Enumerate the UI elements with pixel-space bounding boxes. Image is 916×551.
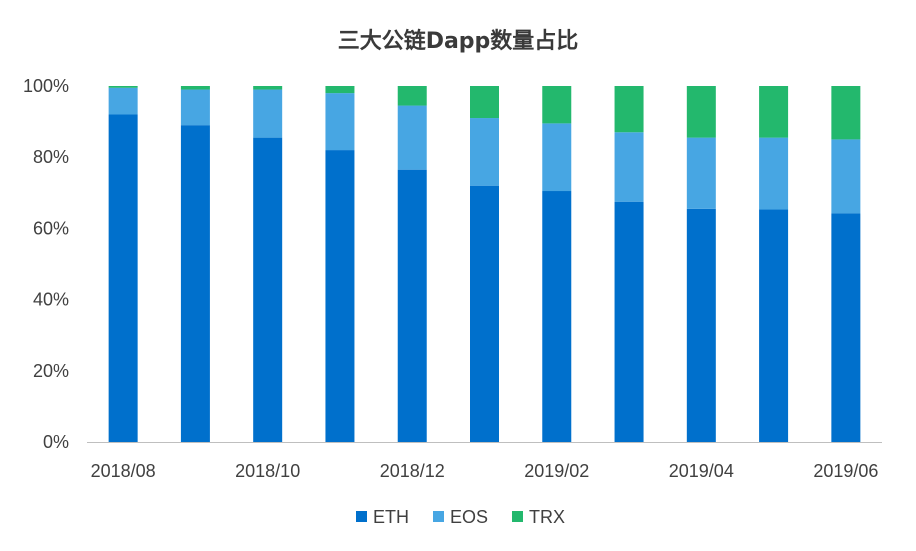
- bar-trx-2019-01: [470, 86, 499, 119]
- bar-trx-2019-05: [759, 86, 789, 138]
- bar-eth-2018-09: [180, 125, 210, 442]
- bar-eos-2018-12: [397, 105, 427, 170]
- bar-eos-2019-06: [831, 139, 861, 214]
- x-tick-label: 2019/02: [524, 461, 589, 481]
- bar-trx-2019-02: [542, 86, 572, 124]
- bar-eth-2019-04: [686, 208, 716, 442]
- legend-swatch-eth: [356, 511, 367, 522]
- x-tick-label: 2018/08: [91, 461, 156, 481]
- bar-trx-2019-04: [686, 86, 716, 138]
- chart-title: 三大公链Dapp数量占比: [338, 28, 579, 54]
- bar-eth-2019-01: [470, 185, 499, 442]
- x-tick-label: 2018/12: [380, 461, 445, 481]
- bar-trx-2018-11: [325, 86, 355, 94]
- bar-eos-2018-08: [108, 87, 138, 115]
- legend-label-eth: ETH: [373, 507, 409, 527]
- x-tick-label: 2018/10: [235, 461, 300, 481]
- bars: [108, 86, 861, 442]
- bar-trx-2019-06: [831, 86, 861, 140]
- bar-eth-2019-02: [542, 191, 572, 442]
- bar-trx-2018-09: [180, 86, 210, 90]
- bar-eos-2019-03: [614, 132, 644, 202]
- y-axis: 0% 20% 40% 60% 80% 100%: [23, 76, 69, 452]
- bar-eth-2019-06: [831, 213, 861, 442]
- bar-eth-2018-10: [253, 137, 283, 442]
- bar-eth-2018-12: [397, 169, 427, 442]
- x-tick-label: 2019/06: [813, 461, 878, 481]
- bar-eos-2018-10: [253, 89, 283, 138]
- bar-eth-2019-03: [614, 201, 644, 442]
- y-tick-label: 60%: [33, 218, 69, 238]
- legend-label-trx: TRX: [529, 507, 565, 527]
- legend: ETH EOS TRX: [356, 507, 565, 527]
- x-axis: 2018/08 2018/10 2018/12 2019/02 2019/04 2019/…: [91, 461, 879, 481]
- bar-eos-2019-01: [470, 118, 499, 186]
- bar-eos-2019-05: [759, 137, 789, 210]
- bar-eos-2019-04: [686, 137, 716, 209]
- legend-swatch-trx: [512, 511, 523, 522]
- bar-eos-2018-11: [325, 93, 355, 151]
- y-tick-label: 20%: [33, 361, 69, 381]
- bar-eos-2018-09: [180, 89, 210, 126]
- bar-eth-2018-08: [108, 114, 138, 442]
- bar-trx-2019-03: [614, 86, 644, 133]
- bar-eth-2019-05: [759, 209, 789, 442]
- x-tick-label: 2019/04: [669, 461, 734, 481]
- y-tick-label: 80%: [33, 147, 69, 167]
- legend-label-eos: EOS: [450, 507, 488, 527]
- bar-eos-2019-02: [542, 123, 572, 192]
- y-tick-label: 100%: [23, 76, 69, 96]
- bar-trx-2018-12: [397, 86, 427, 106]
- bar-trx-2018-10: [253, 86, 283, 90]
- bar-eth-2018-11: [325, 150, 355, 442]
- y-tick-label: 40%: [33, 290, 69, 310]
- y-tick-label: 0%: [43, 432, 69, 452]
- bar-trx-2018-08: [108, 86, 138, 88]
- legend-swatch-eos: [433, 511, 444, 522]
